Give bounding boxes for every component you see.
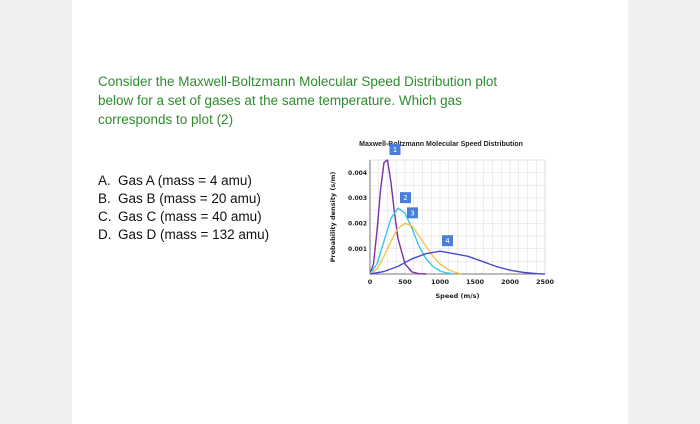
series-label-box-1 <box>389 144 401 155</box>
x-tick-label: 2500 <box>536 278 555 286</box>
option-text: Gas C (mass = 40 amu) <box>118 209 262 224</box>
series-label-4: 4 <box>445 237 450 245</box>
x-tick-label: 1000 <box>431 278 450 286</box>
series-label-2: 2 <box>403 194 407 202</box>
x-tick-label: 2000 <box>501 278 520 286</box>
series-label-box-3 <box>407 207 418 219</box>
option-text: Gas D (mass = 132 amu) <box>118 227 270 242</box>
option-letter: C. <box>98 209 112 224</box>
series-label-box-2 <box>400 192 411 204</box>
question-line-1: Consider the Maxwell-Boltzmann Molecular… <box>98 74 498 89</box>
chart-title: Maxwell-Boltzmann Molecular Speed Distri… <box>359 141 523 148</box>
question-line-2: below for a set of gases at the same tem… <box>98 93 462 108</box>
option-text: Gas A (mass = 4 amu) <box>118 173 252 188</box>
y-tick-label: 0.002 <box>348 221 367 228</box>
x-axis-label: Speed (m/s) <box>435 292 479 300</box>
option-c[interactable]: C. Gas C (mass = 40 amu) <box>98 208 318 226</box>
option-a[interactable]: A. Gas A (mass = 4 amu) <box>98 172 318 190</box>
series-line-1 <box>369 159 427 275</box>
y-axis-label: Probability density (s/m) <box>329 172 337 263</box>
option-b[interactable]: B. Gas B (mass = 20 amu) <box>98 190 318 208</box>
chart: 0 500 1000 1500 2000 2500 0.001 0.002 0.003 0.004… <box>322 138 562 308</box>
series-label-1: 1 <box>393 146 397 154</box>
question-text: Consider the Maxwell-Boltzmann Molecular… <box>98 72 568 129</box>
series-label-box-4 <box>442 235 453 247</box>
series-line-2 <box>369 207 455 275</box>
x-tick-label: 1500 <box>466 278 485 286</box>
y-tick-label: 0.004 <box>348 170 367 177</box>
question-line-3: corresponds to plot (2) <box>98 112 234 127</box>
series-label-3: 3 <box>410 209 414 217</box>
option-text: Gas B (mass = 20 amu) <box>118 191 261 206</box>
option-letter: A. <box>98 173 111 188</box>
option-letter: D. <box>98 227 112 242</box>
option-d[interactable]: D. Gas D (mass = 132 amu) <box>98 226 318 244</box>
answer-options: A. Gas A (mass = 4 amu) B. Gas B (mass =… <box>98 172 318 244</box>
y-tick-label: 0.001 <box>348 246 367 253</box>
series-line-4 <box>369 250 546 275</box>
x-tick-label: 0 <box>368 278 373 286</box>
chart-svg: 0 500 1000 1500 2000 2500 0.001 0.002 0.003 0.004… <box>329 144 555 300</box>
option-letter: B. <box>98 191 111 206</box>
series-line-3 <box>369 222 462 275</box>
x-tick-label: 500 <box>398 278 412 286</box>
y-tick-label: 0.003 <box>348 195 367 202</box>
